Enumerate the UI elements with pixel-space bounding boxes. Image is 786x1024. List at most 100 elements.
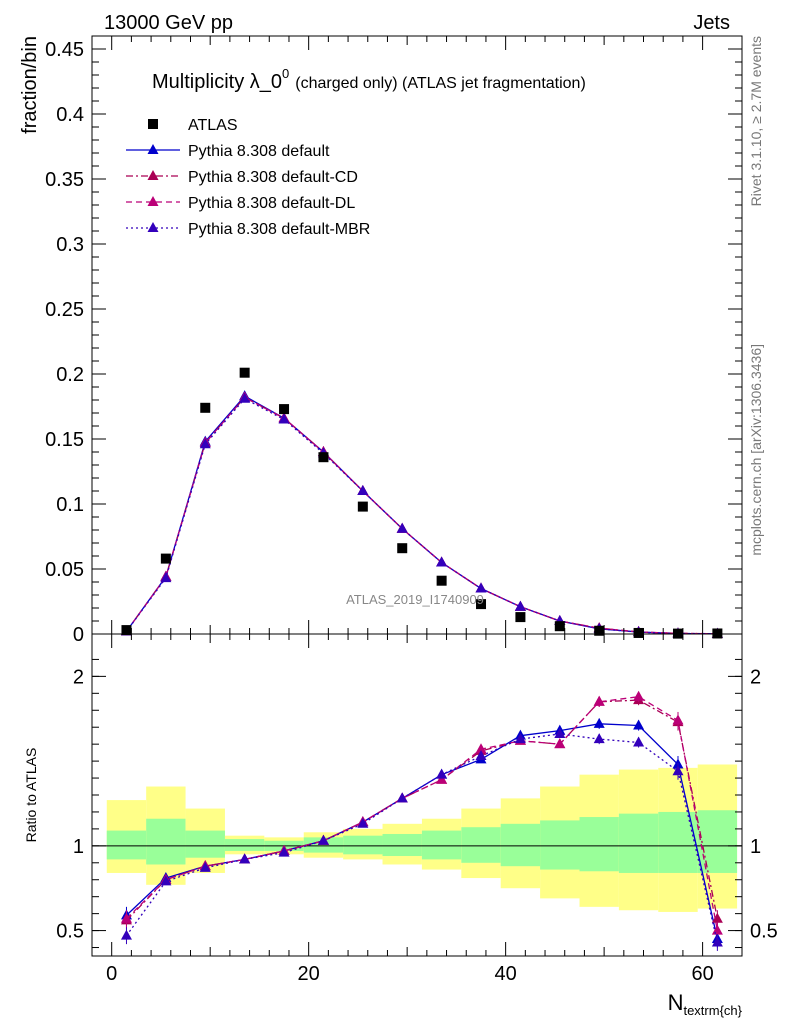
band-inner	[658, 811, 698, 873]
legend-label: Pythia 8.308 default-CD	[188, 169, 358, 186]
ratio-point	[633, 736, 645, 747]
legend: ATLAS Pythia 8.308 default Pythia 8.308 de…	[126, 117, 370, 238]
series-point	[436, 556, 448, 567]
band-inner	[185, 830, 225, 858]
y-axis-label-bottom: Ratio to ATLAS	[23, 748, 39, 843]
ratio-point	[633, 719, 645, 730]
y-tick-label: 0	[73, 624, 84, 646]
y-tick-label: 0.2	[56, 364, 84, 386]
y-tick-label-right: 1	[750, 836, 761, 858]
band-inner	[146, 818, 186, 865]
ratio-point	[711, 924, 723, 935]
band-inner	[461, 827, 501, 863]
ratio-point	[436, 773, 448, 784]
y-tick-label: 0.1	[56, 494, 84, 516]
ratio-point	[514, 733, 526, 744]
ratio-point	[239, 853, 251, 864]
data-point	[200, 402, 211, 413]
series-point	[396, 522, 408, 533]
ratio-point	[554, 738, 566, 749]
chart-title: Multiplicity λ_00 (charged only) (ATLAS j…	[152, 66, 586, 93]
ratio-point	[436, 768, 448, 779]
ratio-point	[554, 727, 566, 738]
ratio-series-layer	[120, 690, 723, 951]
ratio-point	[633, 690, 645, 701]
chart-title-main: Multiplicity λ_0	[152, 71, 282, 93]
legend-marker	[148, 119, 158, 129]
data-point	[160, 553, 171, 564]
top-series-layer	[120, 367, 723, 639]
y-tick-label: 0.5	[56, 921, 84, 943]
ratio-point	[672, 765, 684, 776]
top-axes: 0 0.05 0.1 0.15 0.2 0.25 0.3 0.35 0.4 0.45	[45, 35, 743, 646]
chart-title-superscript: 0	[282, 66, 289, 81]
band-inner	[500, 823, 541, 867]
legend-marker	[147, 170, 159, 180]
ratio-point	[357, 817, 369, 828]
data-point	[318, 452, 329, 463]
ratio-point	[120, 912, 132, 923]
ratio-point	[711, 936, 723, 947]
band-inner	[382, 833, 422, 857]
category-label: Jets	[693, 12, 730, 34]
series-point	[239, 392, 251, 403]
y-tick-label: 0.15	[45, 429, 84, 451]
legend-marker	[147, 144, 159, 154]
y-tick-label: 0.45	[45, 39, 84, 61]
ratio-point	[278, 846, 290, 857]
ratio-line	[125, 733, 719, 943]
data-point	[633, 627, 644, 638]
x-tick-label: 20	[298, 963, 320, 985]
data-point	[357, 501, 368, 512]
series-point	[199, 438, 211, 449]
legend-label: Pythia 8.308 default-MBR	[188, 221, 370, 238]
x-tick-label: 0	[106, 963, 117, 985]
legend-label: Pythia 8.308 default	[188, 143, 330, 160]
data-point	[554, 621, 565, 632]
ratio-point	[396, 792, 408, 803]
ratio-point	[711, 912, 723, 923]
data-point	[397, 543, 408, 554]
chart-title-suffix: (charged only) (ATLAS jet fragmentation)	[295, 75, 586, 92]
ratio-point	[593, 717, 605, 728]
data-point	[515, 612, 526, 623]
energy-label: 13000 GeV pp	[104, 12, 233, 34]
ratio-line	[126, 723, 719, 940]
data-point	[436, 575, 447, 586]
ratio-bands	[92, 764, 742, 912]
watermark-label: ATLAS_2019_I1740909	[346, 592, 484, 607]
band-inner	[224, 839, 265, 851]
band-inner	[697, 810, 738, 873]
y-tick-label: 0.25	[45, 299, 84, 321]
series-point	[160, 572, 172, 583]
ratio-point	[199, 861, 211, 872]
ratio-point	[160, 875, 172, 886]
band-inner	[540, 820, 580, 870]
y-tick-label: 2	[73, 666, 84, 688]
data-point	[712, 628, 723, 639]
x-tick-label: 60	[691, 963, 713, 985]
series-line	[125, 396, 718, 635]
series-point	[357, 485, 369, 495]
ratio-point	[593, 733, 605, 744]
data-point	[239, 367, 250, 378]
mcplots-label: mcplots.cern.ch [arXiv:1306.3436]	[748, 344, 764, 556]
x-tick-label: 40	[495, 963, 517, 985]
ratio-point	[120, 929, 132, 940]
x-axis-label: Ntextrm{ch}	[668, 990, 743, 1018]
band-inner	[421, 830, 462, 860]
data-point	[594, 625, 605, 636]
y-tick-label-right: 0.5	[750, 921, 778, 943]
ratio-point	[475, 750, 487, 761]
ratio-point	[317, 834, 329, 845]
y-tick-label-right: 2	[750, 666, 761, 688]
band-inner	[303, 837, 344, 853]
rivet-label: Rivet 3.1.10, ≥ 2.7M events	[748, 36, 764, 206]
x-axis-label-main: N	[668, 990, 684, 1015]
ratio-point	[475, 743, 487, 754]
y-tick-label: 1	[73, 836, 84, 858]
ratio-line	[126, 699, 719, 921]
top-panel: ATLAS_2019_I1740909 00.050.10.150.20.250…	[19, 35, 743, 646]
